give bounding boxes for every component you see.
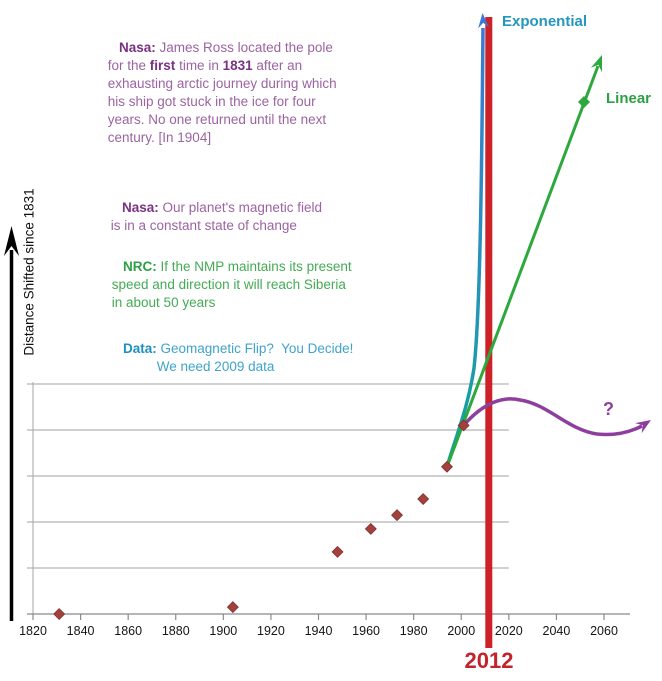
x-tick-label: 1880 — [162, 624, 190, 638]
question-arrowhead — [635, 420, 651, 434]
nasa2-heading: Nasa: — [122, 200, 159, 215]
annotation-nasa-1831: Nasa: James Ross located the pole for th… — [104, 21, 404, 165]
nasa1-text-b: time in — [175, 58, 223, 73]
question-curve — [462, 397, 643, 437]
scatter-point — [331, 545, 344, 558]
scatter-point — [417, 493, 430, 505]
scatter-point — [391, 509, 403, 522]
x-tick-label: 1980 — [400, 624, 428, 638]
scatter-point — [441, 460, 453, 473]
scatter-point — [226, 601, 239, 614]
x-tick-label: 2000 — [447, 624, 475, 638]
x-tick-label: 1820 — [19, 624, 47, 638]
linear-arrowhead — [590, 55, 602, 73]
y-axis-arrowhead — [4, 226, 19, 256]
question-mark-label: ? — [603, 399, 614, 419]
x-tick-label: 2020 — [495, 624, 523, 638]
scatter-point — [457, 419, 470, 432]
nasa1-bold-1831: 1831 — [222, 58, 253, 73]
year-2012-label: 2012 — [464, 648, 514, 673]
x-tick-label: 1860 — [114, 624, 142, 638]
exponential-curve — [445, 27, 485, 468]
x-tick-label: 1920 — [257, 624, 285, 638]
scatter-point — [53, 608, 66, 620]
data-heading: Data: — [123, 341, 157, 356]
x-tick-label: 1840 — [67, 624, 95, 638]
linear-marker-diamond — [578, 96, 590, 108]
data-text: Geomagnetic Flip? You Decide! We need 20… — [156, 341, 354, 374]
x-tick-label: 2060 — [590, 624, 618, 638]
exponential-arrowhead — [478, 13, 490, 29]
nrc-heading: NRC: — [123, 259, 157, 274]
scatter-point — [364, 522, 377, 535]
x-tick-label: 1940 — [305, 624, 333, 638]
nrc-text: If the NMP maintains its present speed a… — [111, 259, 352, 310]
annotation-nasa-magnetic-field: Nasa: Our planet's magnetic field is in … — [107, 181, 407, 253]
nasa1-text-a: James Ross located the pole for the — [107, 40, 333, 73]
nasa1-bold-first: first — [149, 58, 176, 73]
annotation-nrc: NRC: If the NMP maintains its present sp… — [108, 240, 418, 330]
linear-label: Linear — [606, 90, 652, 107]
y-axis-title: Distance Shifted since 1831 — [21, 188, 37, 356]
nasa2-text: Our planet's magnetic field is in a cons… — [110, 200, 322, 233]
nasa1-text-c: after an exhausting arctic journey durin… — [107, 58, 337, 145]
x-tick-label: 2040 — [543, 624, 571, 638]
nasa1-heading: Nasa: — [119, 40, 156, 55]
annotation-data: Data: Geomagnetic Flip? You Decide! We n… — [108, 322, 418, 394]
linear-line — [445, 65, 600, 468]
x-tick-label: 1900 — [209, 624, 237, 638]
exponential-label: Exponential — [502, 13, 588, 30]
x-tick-label: 1960 — [352, 624, 380, 638]
